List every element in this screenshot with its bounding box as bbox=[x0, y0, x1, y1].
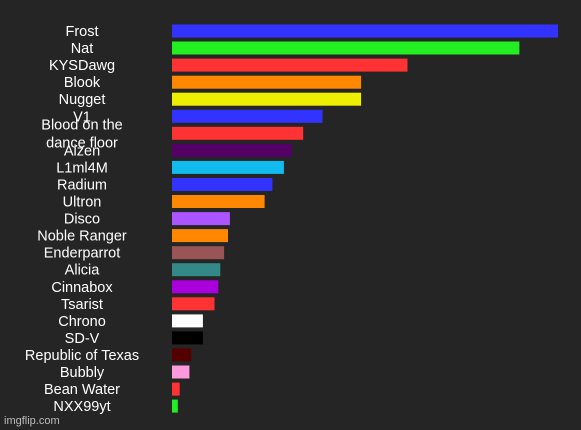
category-label: Nat bbox=[71, 41, 94, 57]
bar bbox=[172, 263, 221, 277]
bar bbox=[172, 229, 228, 243]
watermark: imgflip.com bbox=[4, 415, 60, 427]
category-label: NXX99yt bbox=[53, 399, 110, 415]
bar bbox=[172, 109, 323, 123]
category-label: KYSDawg bbox=[49, 58, 115, 74]
bar bbox=[172, 75, 362, 89]
bar bbox=[172, 178, 273, 191]
bar bbox=[172, 314, 203, 328]
bar bbox=[172, 399, 178, 413]
category-label: Blood on the dance floor bbox=[41, 117, 122, 151]
category-label: Bean Water bbox=[44, 382, 120, 398]
category-label: Bubbly bbox=[60, 365, 105, 381]
bar bbox=[172, 382, 180, 396]
category-label: Alicia bbox=[65, 263, 101, 279]
category-label: Cinnabox bbox=[51, 280, 113, 296]
category-label: L1ml4M bbox=[56, 160, 108, 176]
bar-group bbox=[172, 24, 558, 413]
category-label: Blook bbox=[64, 75, 101, 91]
bar bbox=[172, 41, 520, 55]
bar bbox=[172, 246, 225, 260]
bar bbox=[172, 331, 203, 345]
category-label: Radium bbox=[57, 178, 107, 194]
bar bbox=[172, 348, 192, 362]
category-label: Noble Ranger bbox=[37, 229, 127, 245]
category-label: Nugget bbox=[59, 92, 106, 108]
category-label: V1 bbox=[73, 109, 91, 125]
category-label: Chrono bbox=[58, 314, 106, 330]
bar bbox=[172, 297, 215, 311]
category-label: Republic of Texas bbox=[25, 348, 139, 364]
bar bbox=[172, 365, 190, 379]
category-label: Enderparrot bbox=[44, 246, 121, 262]
bar bbox=[172, 160, 284, 174]
bar bbox=[172, 212, 230, 226]
bar bbox=[172, 143, 292, 157]
bar bbox=[172, 126, 304, 140]
bar bbox=[172, 92, 362, 106]
bar bbox=[172, 195, 265, 208]
bar bbox=[172, 24, 558, 38]
bar bbox=[172, 280, 219, 294]
bar bbox=[172, 58, 408, 72]
category-label: Aizen bbox=[64, 143, 100, 159]
category-label: Ultron bbox=[63, 195, 102, 211]
category-label: Tsarist bbox=[61, 297, 103, 313]
category-label: SD-V bbox=[65, 331, 100, 347]
category-label: Frost bbox=[65, 24, 98, 40]
category-label: Disco bbox=[64, 212, 100, 228]
